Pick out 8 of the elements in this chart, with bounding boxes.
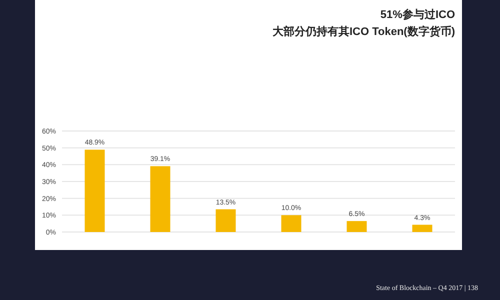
bar [84,150,105,232]
bar [216,209,236,232]
chart-subtitle: 大部分仍持有其ICO Token(数字货币) [272,25,456,38]
bar [346,221,367,232]
bar [412,224,432,232]
chart-title: 51%参与过ICO [380,8,456,21]
bar [150,166,170,232]
bar [281,215,302,232]
